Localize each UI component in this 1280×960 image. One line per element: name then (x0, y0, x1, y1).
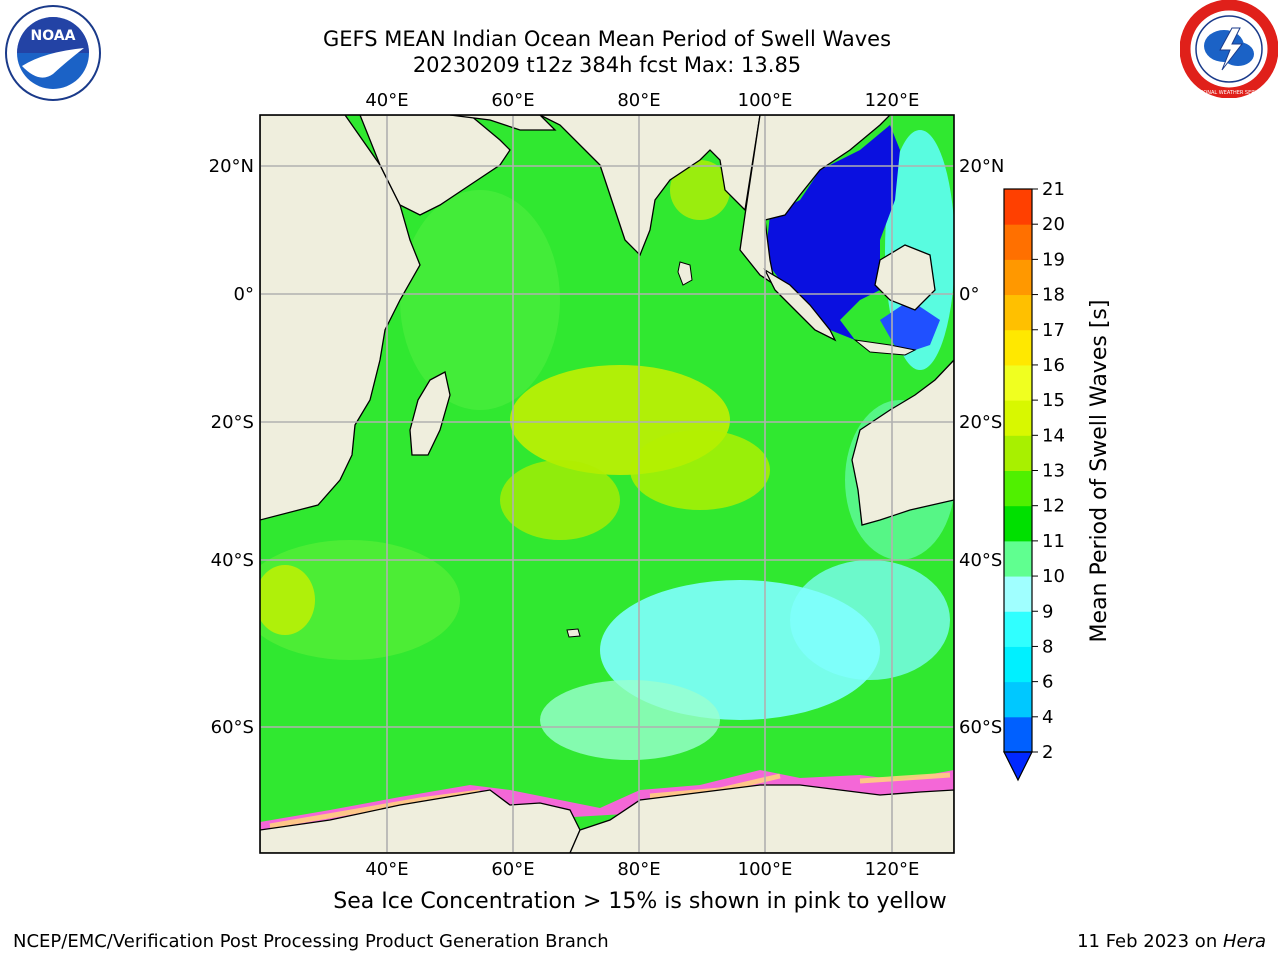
colorbar-tick-label: 6 (1042, 672, 1053, 693)
colorbar-tick-label: 4 (1042, 707, 1053, 728)
colorbar-segment (1004, 505, 1032, 542)
lat-label: 0° (234, 284, 254, 305)
map-frame (259, 114, 955, 854)
footer-date: 11 Feb 2023 on (1077, 931, 1223, 952)
colorbar-segment (1004, 681, 1032, 718)
colorbar-tick-label: 10 (1042, 566, 1065, 587)
lat-label: 20°N (209, 156, 254, 177)
lat-label: 20°S (211, 412, 254, 433)
srilanka-land (677, 261, 693, 286)
colorbar-segment (1004, 646, 1032, 683)
colorbar-tick-label: 20 (1042, 214, 1065, 235)
australia-land (851, 359, 954, 526)
noaa-logo-text: NOAA (31, 28, 76, 44)
colorbar-segment (1004, 224, 1032, 260)
field-patch (400, 190, 560, 410)
lat-label: 60°S (959, 717, 1002, 738)
lat-label: 40°S (959, 550, 1002, 571)
colorbar-segment (1004, 329, 1032, 366)
footer-date-block: 11 Feb 2023 on Hera (1077, 931, 1266, 952)
field-patch (260, 540, 460, 660)
colorbar-tick-label: 15 (1042, 390, 1065, 411)
low-period-area (790, 560, 950, 680)
colorbar-segment (1004, 400, 1032, 436)
high-period-area (500, 460, 620, 540)
colorbar-tick-label: 11 (1042, 531, 1065, 552)
colorbar-segment (1004, 611, 1032, 647)
lat-label: 60°S (211, 717, 254, 738)
colorbar-extend (1003, 751, 1033, 782)
low-period-sea (765, 125, 900, 340)
nws-logo-text: NATIONAL WEATHER SERVICE (1192, 90, 1266, 96)
lon-labels-bottom: 40°E 60°E 80°E 100°E 120°E (365, 859, 919, 880)
lon-label: 120°E (865, 859, 920, 880)
lon-label: 40°E (365, 90, 408, 111)
lat-labels-right: 20°N 0° 20°S 40°S 60°S (959, 156, 1004, 738)
high-period-area (630, 430, 770, 510)
lon-label: 100°E (738, 859, 793, 880)
colorbar-tick-label: 8 (1042, 636, 1053, 657)
footer-host: Hera (1222, 931, 1266, 952)
nws-logo: NATIONAL WEATHER SERVICE (1180, 0, 1278, 98)
sea-ice-caption: Sea Ice Concentration > 15% is shown in … (333, 889, 947, 914)
lon-label: 60°E (491, 859, 534, 880)
colorbar-tick-label: 13 (1042, 461, 1065, 482)
colorbar-tick-label: 9 (1042, 601, 1053, 622)
lat-label: 20°S (959, 412, 1002, 433)
indochina-land (739, 115, 891, 287)
lat-label: 40°S (211, 550, 254, 571)
low-period-area (540, 680, 720, 760)
colorbar-segment (1004, 189, 1032, 225)
colorbar-segment (1004, 540, 1032, 577)
persia-land (449, 115, 557, 131)
colorbar-segment (1004, 364, 1032, 401)
sumatra-land (763, 268, 837, 342)
lat-label: 0° (959, 284, 979, 305)
lat-label: 20°N (959, 156, 1004, 177)
colorbar: 2 4 6 8 9 10 11 12 13 14 15 16 17 18 19 20 21 (1003, 179, 1065, 782)
map-area (260, 115, 954, 853)
madagascar-land (409, 371, 451, 456)
antarctica-land (260, 789, 581, 853)
noaa-logo: NOAA (5, 5, 101, 101)
chart-subtitle: 20230209 t12z 384h fcst Max: 13.85 (412, 53, 802, 77)
colorbar-segment (1004, 716, 1032, 753)
colorbar-tick-label: 16 (1042, 355, 1065, 376)
colorbar-tick-label: 17 (1042, 320, 1065, 341)
colorbar-tick-label: 12 (1042, 496, 1065, 517)
gridlines (260, 115, 954, 853)
lon-label: 60°E (491, 90, 534, 111)
india-land (539, 115, 761, 257)
colorbar-segment (1004, 435, 1032, 471)
arabia-land (359, 115, 511, 216)
low-period-sea (880, 300, 940, 355)
colorbar-tick-label: 2 (1042, 742, 1053, 763)
lon-label: 120°E (865, 90, 920, 111)
kerguelen-land (566, 628, 581, 638)
colorbar-tick-label: 19 (1042, 249, 1065, 270)
lon-label: 40°E (365, 859, 408, 880)
lon-label: 80°E (617, 90, 660, 111)
high-period-area (260, 565, 315, 635)
java-land (853, 339, 917, 356)
colorbar-segment (1004, 294, 1032, 331)
lon-label: 100°E (738, 90, 793, 111)
colorbar-segment (1004, 259, 1032, 296)
lon-labels-top: 40°E 60°E 80°E 100°E 120°E (365, 90, 919, 111)
colorbar-tick-label: 18 (1042, 285, 1065, 306)
footer-branch: NCEP/EMC/Verification Post Processing Pr… (13, 931, 609, 952)
antarctica-land (569, 784, 954, 853)
high-period-area (670, 160, 730, 220)
chart-title: GEFS MEAN Indian Ocean Mean Period of Sw… (322, 27, 892, 51)
lat-labels-left: 20°N 0° 20°S 40°S 60°S (209, 156, 254, 738)
lon-label: 80°E (617, 859, 660, 880)
colorbar-tick-label: 21 (1042, 179, 1065, 200)
colorbar-segment (1004, 576, 1032, 612)
colorbar-tick-label: 14 (1042, 425, 1065, 446)
colorbar-segment (1004, 470, 1032, 507)
colorbar-label: Mean Period of Swell Waves [s] (1087, 300, 1112, 643)
